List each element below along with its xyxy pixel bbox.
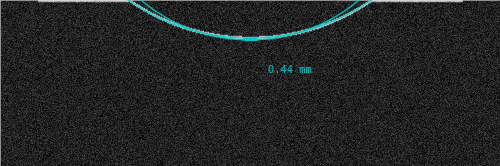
Text: 0.44 mm: 0.44 mm (268, 65, 311, 75)
